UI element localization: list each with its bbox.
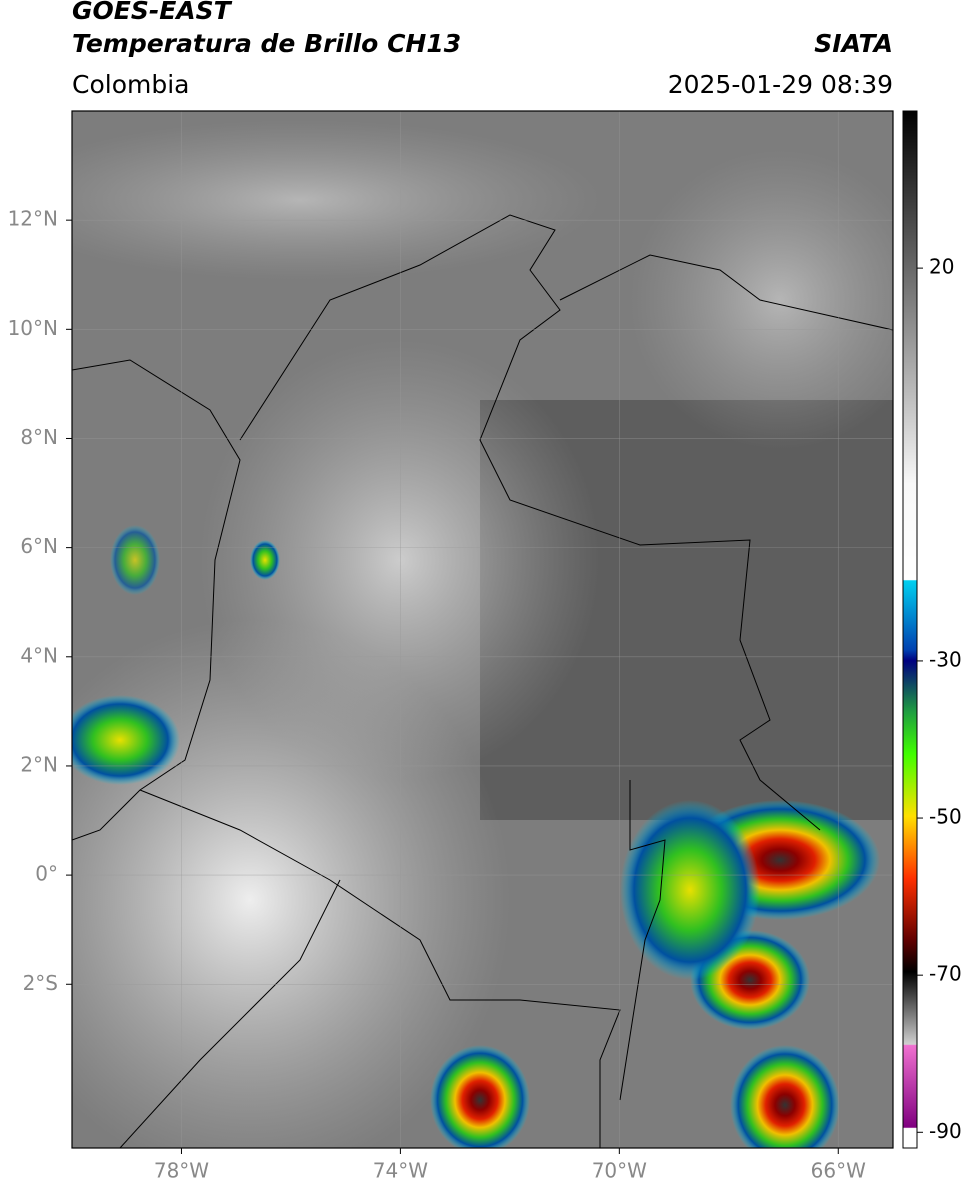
title: GOES-EAST — [72, 0, 233, 25]
y-tick-label: 8°N — [20, 425, 58, 449]
x-tick-label: 74°W — [373, 1159, 428, 1183]
y-tick-label: 6°N — [20, 534, 58, 558]
grid — [72, 111, 893, 1148]
x-tick-label: 70°W — [592, 1159, 647, 1183]
source: SIATA — [814, 29, 893, 58]
y-tick-label: 2°S — [23, 971, 58, 995]
y-tick-label: 2°N — [20, 752, 58, 776]
y-tick-label: 0° — [35, 862, 58, 886]
map-frame — [71, 110, 894, 1149]
y-tick-label: 10°N — [8, 316, 58, 340]
colorbar-tick-label: 20 — [929, 255, 954, 279]
region: Colombia — [72, 70, 189, 99]
colorbar-tick-label: -70 — [929, 962, 962, 986]
y-tick-label: 12°N — [8, 207, 58, 231]
y-tick-label: 4°N — [20, 643, 58, 667]
x-tick-label: 78°W — [154, 1159, 209, 1183]
colorbar-tick-label: -50 — [929, 805, 962, 829]
subtitle: Temperatura de Brillo CH13 — [72, 29, 461, 58]
colorbar-tick-label: -90 — [929, 1119, 962, 1143]
satellite-image — [72, 111, 893, 1148]
x-tick-label: 66°W — [811, 1159, 866, 1183]
colorbar-tick-label: -30 — [929, 647, 962, 671]
colorbar — [902, 110, 918, 1149]
timestamp: 2025-01-29 08:39 — [668, 70, 893, 99]
